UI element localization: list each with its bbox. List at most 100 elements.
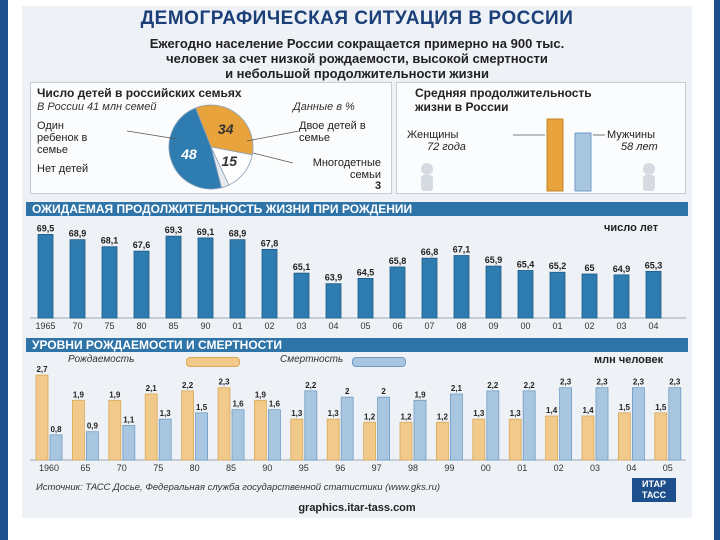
life-tick-label: 90 xyxy=(200,321,210,331)
birth-death-tick-label: 97 xyxy=(372,463,382,473)
left-accent-bar xyxy=(0,0,8,540)
death-bar xyxy=(49,434,63,461)
lifespan-title-1: Средняя продолжительность xyxy=(415,86,592,100)
birth-bar xyxy=(35,374,49,461)
death-bar xyxy=(595,387,609,461)
life-tick-label: 03 xyxy=(616,321,626,331)
families-pie-chart: 34 15 48 xyxy=(126,104,300,190)
life-value-label: 69,3 xyxy=(165,225,183,235)
life-tick-label: 1965 xyxy=(35,321,55,331)
gender-bar xyxy=(546,118,564,192)
birth-bar xyxy=(363,421,377,461)
life-bar xyxy=(101,246,118,319)
birth-bar xyxy=(181,390,195,461)
life-bar xyxy=(581,273,598,319)
birth-value-label: 1,4 xyxy=(546,406,558,415)
families-panel: Число детей в российских семьях В России… xyxy=(30,82,392,194)
birth-bar xyxy=(290,418,304,461)
life-bar xyxy=(549,271,566,319)
birth-death-tick-label: 00 xyxy=(481,463,491,473)
death-value-label: 2,3 xyxy=(560,378,572,387)
leader-line xyxy=(246,130,300,142)
birth-value-label: 1,3 xyxy=(328,409,340,418)
birth-bar xyxy=(618,412,631,461)
birth-death-band: УРОВНИ РОЖДАЕМОСТИ И СМЕРТНОСТИ xyxy=(26,338,688,352)
death-bar xyxy=(522,390,536,461)
death-bar xyxy=(413,399,427,461)
birth-death-tick-label: 65 xyxy=(80,463,90,473)
itar-tass-logo: ИТАР ТАСС xyxy=(632,478,676,502)
birth-value-label: 2,1 xyxy=(146,384,158,393)
life-value-label: 67,1 xyxy=(453,245,471,255)
birth-death-tick-label: 95 xyxy=(299,463,309,473)
life-tick-label: 80 xyxy=(136,321,146,331)
gender-bar xyxy=(574,132,592,192)
life-value-label: 69,1 xyxy=(197,227,215,237)
death-value-label: 1,6 xyxy=(269,400,281,409)
label-many-value: 3 xyxy=(375,180,382,192)
death-value-label: 1,3 xyxy=(160,409,172,418)
life-value-label: 65 xyxy=(584,263,594,273)
page-title: ДЕМОГРАФИЧЕСКАЯ СИТУАЦИЯ В РОССИИ xyxy=(140,8,574,29)
life-value-label: 67,8 xyxy=(261,238,279,248)
life-value-label: 64,5 xyxy=(357,267,375,277)
life-value-label: 68,9 xyxy=(69,229,87,239)
source-note: Источник: ТАСС Досье, Федеральная служба… xyxy=(36,482,441,493)
birth-death-tick-label: 02 xyxy=(554,463,564,473)
life-value-label: 67,6 xyxy=(133,240,151,250)
subtitle-line-3: и небольшой продолжительности жизни xyxy=(225,66,489,81)
pie-slice-label: 48 xyxy=(180,146,197,162)
death-bar xyxy=(86,431,99,461)
life-tick-label: 75 xyxy=(104,321,114,331)
death-bar xyxy=(668,387,682,461)
birth-bar xyxy=(144,393,158,461)
pie-slice xyxy=(168,107,222,190)
birth-bar xyxy=(108,399,122,461)
birth-value-label: 1,2 xyxy=(400,412,412,421)
birth-bar xyxy=(545,415,558,461)
death-bar xyxy=(304,390,318,461)
birth-death-tick-label: 85 xyxy=(226,463,236,473)
women-label: Женщины xyxy=(407,129,459,141)
life-tick-label: 08 xyxy=(456,321,466,331)
life-value-label: 65,2 xyxy=(549,261,567,271)
lifespan-title-2: жизни в России xyxy=(415,100,509,114)
death-value-label: 1,6 xyxy=(232,400,244,409)
birth-bar xyxy=(581,415,595,461)
subtitle-line-2: человек за счет низкой рождаемости, высо… xyxy=(166,51,548,66)
life-value-label: 64,9 xyxy=(613,264,631,274)
birth-death-chart: 2,7 0,8 1960 1,9 0,9 65 1,9 1,1 70 2,1 1,3 75 2,2 1,5… xyxy=(30,365,686,473)
birth-death-tick-label: 1960 xyxy=(39,463,59,473)
birth-value-label: 1,9 xyxy=(109,390,121,399)
death-value-label: 2,1 xyxy=(451,384,463,393)
death-value-label: 1,1 xyxy=(123,415,135,424)
life-tick-label: 09 xyxy=(488,321,498,331)
life-bar xyxy=(197,237,214,319)
death-value-label: 2,2 xyxy=(305,381,317,390)
birth-death-unit: млн человек xyxy=(594,354,664,366)
source-url: graphics.itar-tass.com xyxy=(298,502,416,514)
death-value-label: 2 xyxy=(381,387,386,396)
life-tick-label: 04 xyxy=(328,321,338,331)
death-bar xyxy=(377,396,391,461)
life-expectancy-unit: число лет xyxy=(604,222,659,234)
death-value-label: 0,9 xyxy=(87,422,99,431)
infographic: ДЕМОГРАФИЧЕСКАЯ СИТУАЦИЯ В РОССИИ Ежегод… xyxy=(22,6,692,518)
birth-value-label: 1,5 xyxy=(619,403,631,412)
lifespan-gender-panel: Средняя продолжительность жизни в России… xyxy=(396,82,686,194)
label-no-children: Нет детей xyxy=(37,163,89,175)
death-bar xyxy=(486,390,500,461)
life-value-label: 65,1 xyxy=(293,262,311,272)
pie-slice-label: 15 xyxy=(221,153,237,169)
lifespan-gender-chart xyxy=(421,118,655,192)
life-value-label: 66,8 xyxy=(421,247,439,257)
death-value-label: 2,2 xyxy=(487,381,499,390)
life-bar xyxy=(517,270,534,319)
legend-birth-label: Рождаемость xyxy=(68,354,135,365)
life-tick-label: 02 xyxy=(584,321,594,331)
leader-line xyxy=(252,152,294,164)
life-value-label: 65,8 xyxy=(389,256,407,266)
birth-value-label: 1,3 xyxy=(291,409,303,418)
birth-bar xyxy=(435,421,449,461)
life-bar xyxy=(325,283,342,319)
